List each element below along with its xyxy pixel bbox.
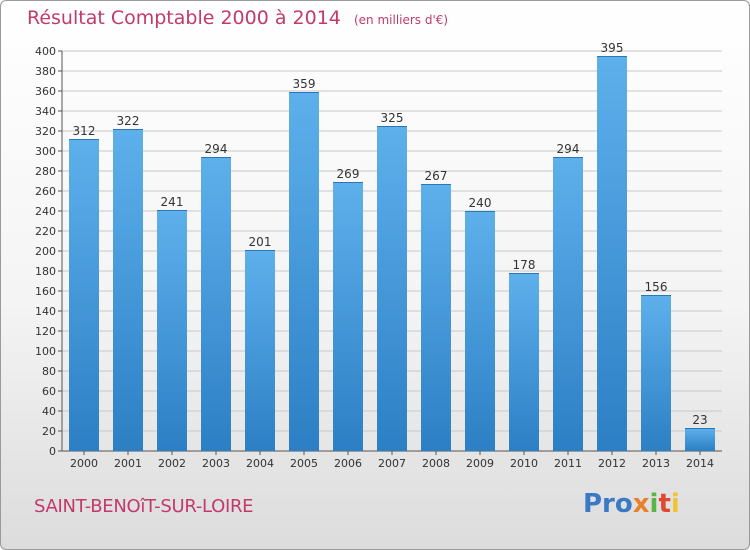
value-label-2014: 23 bbox=[692, 413, 707, 427]
value-label-2005: 359 bbox=[293, 77, 316, 91]
y-tick-label: 300 bbox=[35, 145, 56, 158]
bar-2010 bbox=[509, 273, 539, 451]
logo-part: i bbox=[649, 489, 659, 519]
bar-2007 bbox=[377, 126, 407, 451]
value-label-2000: 312 bbox=[73, 124, 96, 138]
bar-2001 bbox=[113, 129, 143, 451]
logo-part: t bbox=[658, 489, 671, 519]
bar-2009 bbox=[465, 211, 495, 451]
y-tick-label: 100 bbox=[35, 345, 56, 358]
bar-2006 bbox=[333, 182, 363, 451]
value-label-2006: 269 bbox=[337, 167, 360, 181]
x-tick-label-2003: 2003 bbox=[202, 457, 230, 470]
value-label-2007: 325 bbox=[381, 111, 404, 125]
y-tick-label: 340 bbox=[35, 105, 56, 118]
x-tick-label-2012: 2012 bbox=[598, 457, 626, 470]
proxiti-logo[interactable]: Proxiti bbox=[583, 489, 680, 519]
y-tick-label: 0 bbox=[49, 445, 56, 458]
bar-2002 bbox=[157, 210, 187, 451]
bar-2008 bbox=[421, 184, 451, 451]
bar-2005 bbox=[289, 92, 319, 451]
value-label-2004: 201 bbox=[249, 235, 272, 249]
logo-part: i bbox=[670, 489, 680, 519]
y-tick-label: 60 bbox=[42, 385, 56, 398]
x-tick-label-2005: 2005 bbox=[290, 457, 318, 470]
chart-title: Résultat Comptable 2000 à 2014 bbox=[27, 7, 341, 29]
value-label-2013: 156 bbox=[645, 280, 668, 294]
municipality-name: SAINT-BENOîT-SUR-LOIRE bbox=[34, 496, 254, 517]
x-tick-label-2011: 2011 bbox=[554, 457, 582, 470]
x-tick-label-2007: 2007 bbox=[378, 457, 406, 470]
y-tick-label: 40 bbox=[42, 405, 56, 418]
value-label-2001: 322 bbox=[117, 114, 140, 128]
value-label-2008: 267 bbox=[425, 169, 448, 183]
bar-2012 bbox=[597, 56, 627, 451]
y-tick-label: 80 bbox=[42, 365, 56, 378]
value-label-2009: 240 bbox=[469, 196, 492, 210]
title-line: Résultat Comptable 2000 à 2014 (en milli… bbox=[27, 7, 448, 29]
y-tick-label: 120 bbox=[35, 325, 56, 338]
logo-part: x bbox=[632, 489, 650, 519]
x-tick-label-2006: 2006 bbox=[334, 457, 362, 470]
y-tick-label: 160 bbox=[35, 285, 56, 298]
x-tick-label-2000: 2000 bbox=[70, 457, 98, 470]
y-tick-label: 180 bbox=[35, 265, 56, 278]
x-tick-label-2013: 2013 bbox=[642, 457, 670, 470]
y-tick-label: 140 bbox=[35, 305, 56, 318]
x-tick-label-2009: 2009 bbox=[466, 457, 494, 470]
y-tick-label: 20 bbox=[42, 425, 56, 438]
bar-2004 bbox=[245, 250, 275, 451]
bar-2013 bbox=[641, 295, 671, 451]
y-tick-label: 400 bbox=[35, 45, 56, 58]
value-label-2003: 294 bbox=[205, 142, 228, 156]
chart-subtitle: (en milliers d'€) bbox=[353, 13, 449, 27]
y-tick-label: 220 bbox=[35, 225, 56, 238]
y-tick-label: 280 bbox=[35, 165, 56, 178]
y-tick-label: 320 bbox=[35, 125, 56, 138]
y-tick-label: 200 bbox=[35, 245, 56, 258]
x-tick-label-2014: 2014 bbox=[686, 457, 714, 470]
value-label-2012: 395 bbox=[601, 41, 624, 55]
y-tick-label: 380 bbox=[35, 65, 56, 78]
value-label-2010: 178 bbox=[513, 258, 536, 272]
x-tick-label-2002: 2002 bbox=[158, 457, 186, 470]
x-tick-label-2008: 2008 bbox=[422, 457, 450, 470]
x-tick-label-2004: 2004 bbox=[246, 457, 274, 470]
bar-2014 bbox=[685, 428, 715, 451]
logo-part: Pro bbox=[583, 489, 633, 519]
bar-2000 bbox=[69, 139, 99, 451]
x-tick-label-2010: 2010 bbox=[510, 457, 538, 470]
x-tick-label-2001: 2001 bbox=[114, 457, 142, 470]
y-tick-label: 240 bbox=[35, 205, 56, 218]
bar-2011 bbox=[553, 157, 583, 451]
bar-2003 bbox=[201, 157, 231, 451]
y-tick-label: 360 bbox=[35, 85, 56, 98]
value-label-2002: 241 bbox=[161, 195, 184, 209]
y-tick-label: 260 bbox=[35, 185, 56, 198]
value-label-2011: 294 bbox=[557, 142, 580, 156]
